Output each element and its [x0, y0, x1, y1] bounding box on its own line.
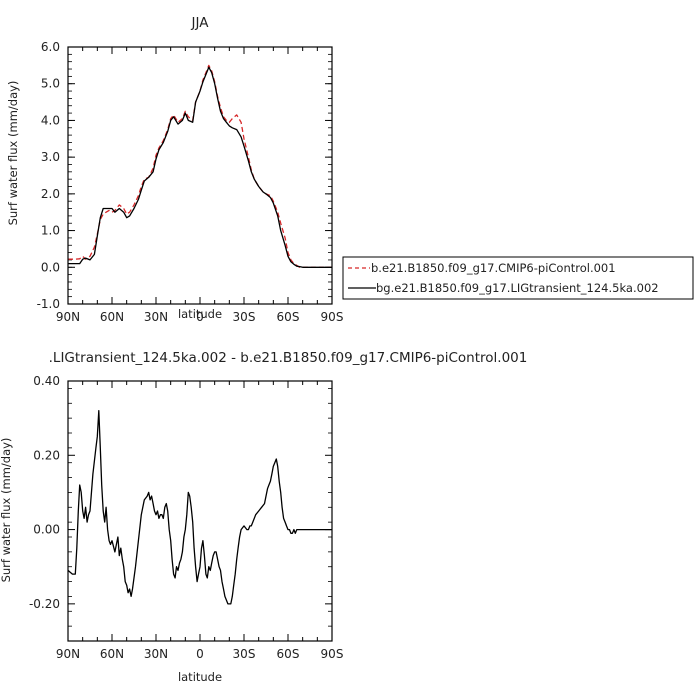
top-y-tick-label: 5.0 — [41, 77, 60, 91]
bottom-chart: .LIGtransient_124.5ka.002 - b.e21.B1850.… — [0, 350, 527, 684]
top-x-tick-label: 90N — [56, 310, 80, 324]
legend-label-picontrol: b.e21.B1850.f09_g17.CMIP6-piControl.001 — [371, 261, 616, 275]
bottom-x-tick-label: 90N — [56, 647, 80, 661]
legend-box — [342, 256, 694, 300]
top-y-tick-label: 0.0 — [41, 260, 60, 274]
bottom-x-tick-label: 30N — [144, 647, 168, 661]
top-x-tick-label: 60N — [100, 310, 124, 324]
top-y-tick-label: 3.0 — [41, 150, 60, 164]
bottom-x-axis-label: latitude — [178, 670, 222, 684]
bottom-x-tick-label: 0 — [196, 647, 204, 661]
top-y-tick-label: 2.0 — [41, 187, 60, 201]
bottom-x-tick-label: 60S — [277, 647, 300, 661]
bottom-chart-title: .LIGtransient_124.5ka.002 - b.e21.B1850.… — [49, 350, 528, 366]
top-y-tick-label: 4.0 — [41, 113, 60, 127]
top-y-axis-label: Surf water flux (mm/day) — [6, 81, 20, 226]
bottom-plot-frame — [67, 380, 333, 642]
bottom-x-tick-label: 60N — [100, 647, 124, 661]
top-x-tick-label: 30S — [233, 310, 256, 324]
top-x-tick-label: 30N — [144, 310, 168, 324]
bottom-series-line-0 — [67, 410, 332, 605]
bottom-y-tick-label: 0.00 — [33, 523, 60, 537]
bottom-y-tick-label: 0.20 — [33, 448, 60, 462]
bottom-x-tick-label: 30S — [233, 647, 256, 661]
top-x-axis-label: latitude — [178, 307, 222, 321]
bottom-y-tick-label: -0.20 — [29, 597, 60, 611]
top-plot-frame — [67, 46, 333, 305]
legend: b.e21.B1850.f09_g17.CMIP6-piControl.001 … — [342, 256, 694, 300]
top-chart: JJA 90N 60N 30N 0 30S 60S 90S -1.0 0.0 1.0 2.0 3.0 4… — [6, 15, 343, 324]
top-x-tick-label: 0 — [196, 310, 204, 324]
top-y-tick-label: 6.0 — [41, 40, 60, 54]
legend-label-ligtransient: bg.e21.B1850.f09_g17.LIGtransient_124.5k… — [376, 281, 659, 295]
top-y-tick-label: -1.0 — [37, 297, 60, 311]
bottom-x-tick-label: 90S — [321, 647, 344, 661]
bottom-y-axis-label: Surf water flux (mm/day) — [0, 438, 13, 583]
bottom-y-tick-label: 0.40 — [33, 374, 60, 388]
top-series-line-0 — [68, 64, 332, 268]
top-y-tick-label: 1.0 — [41, 224, 60, 238]
top-x-tick-label: 90S — [321, 310, 344, 324]
top-x-tick-label: 60S — [277, 310, 300, 324]
top-series-line-1 — [68, 66, 332, 268]
top-chart-title: JJA — [191, 15, 210, 31]
